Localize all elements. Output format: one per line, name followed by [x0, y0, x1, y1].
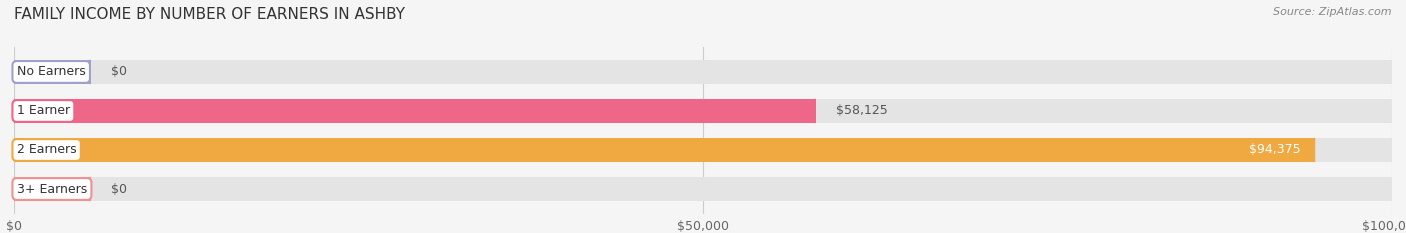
Bar — [14, 99, 815, 123]
Bar — [14, 138, 1315, 162]
Text: No Earners: No Earners — [17, 65, 86, 79]
Text: 1 Earner: 1 Earner — [17, 104, 70, 117]
Bar — [14, 60, 90, 84]
Text: FAMILY INCOME BY NUMBER OF EARNERS IN ASHBY: FAMILY INCOME BY NUMBER OF EARNERS IN AS… — [14, 7, 405, 22]
Text: Source: ZipAtlas.com: Source: ZipAtlas.com — [1274, 7, 1392, 17]
Text: 2 Earners: 2 Earners — [17, 144, 76, 157]
Text: $0: $0 — [111, 65, 127, 79]
Bar — [14, 99, 1392, 123]
Bar — [14, 60, 1392, 84]
Bar — [14, 177, 1392, 201]
Text: $58,125: $58,125 — [835, 104, 887, 117]
Text: $94,375: $94,375 — [1249, 144, 1301, 157]
Text: 3+ Earners: 3+ Earners — [17, 182, 87, 195]
Bar — [14, 138, 1392, 162]
Text: $0: $0 — [111, 182, 127, 195]
Bar — [14, 177, 90, 201]
